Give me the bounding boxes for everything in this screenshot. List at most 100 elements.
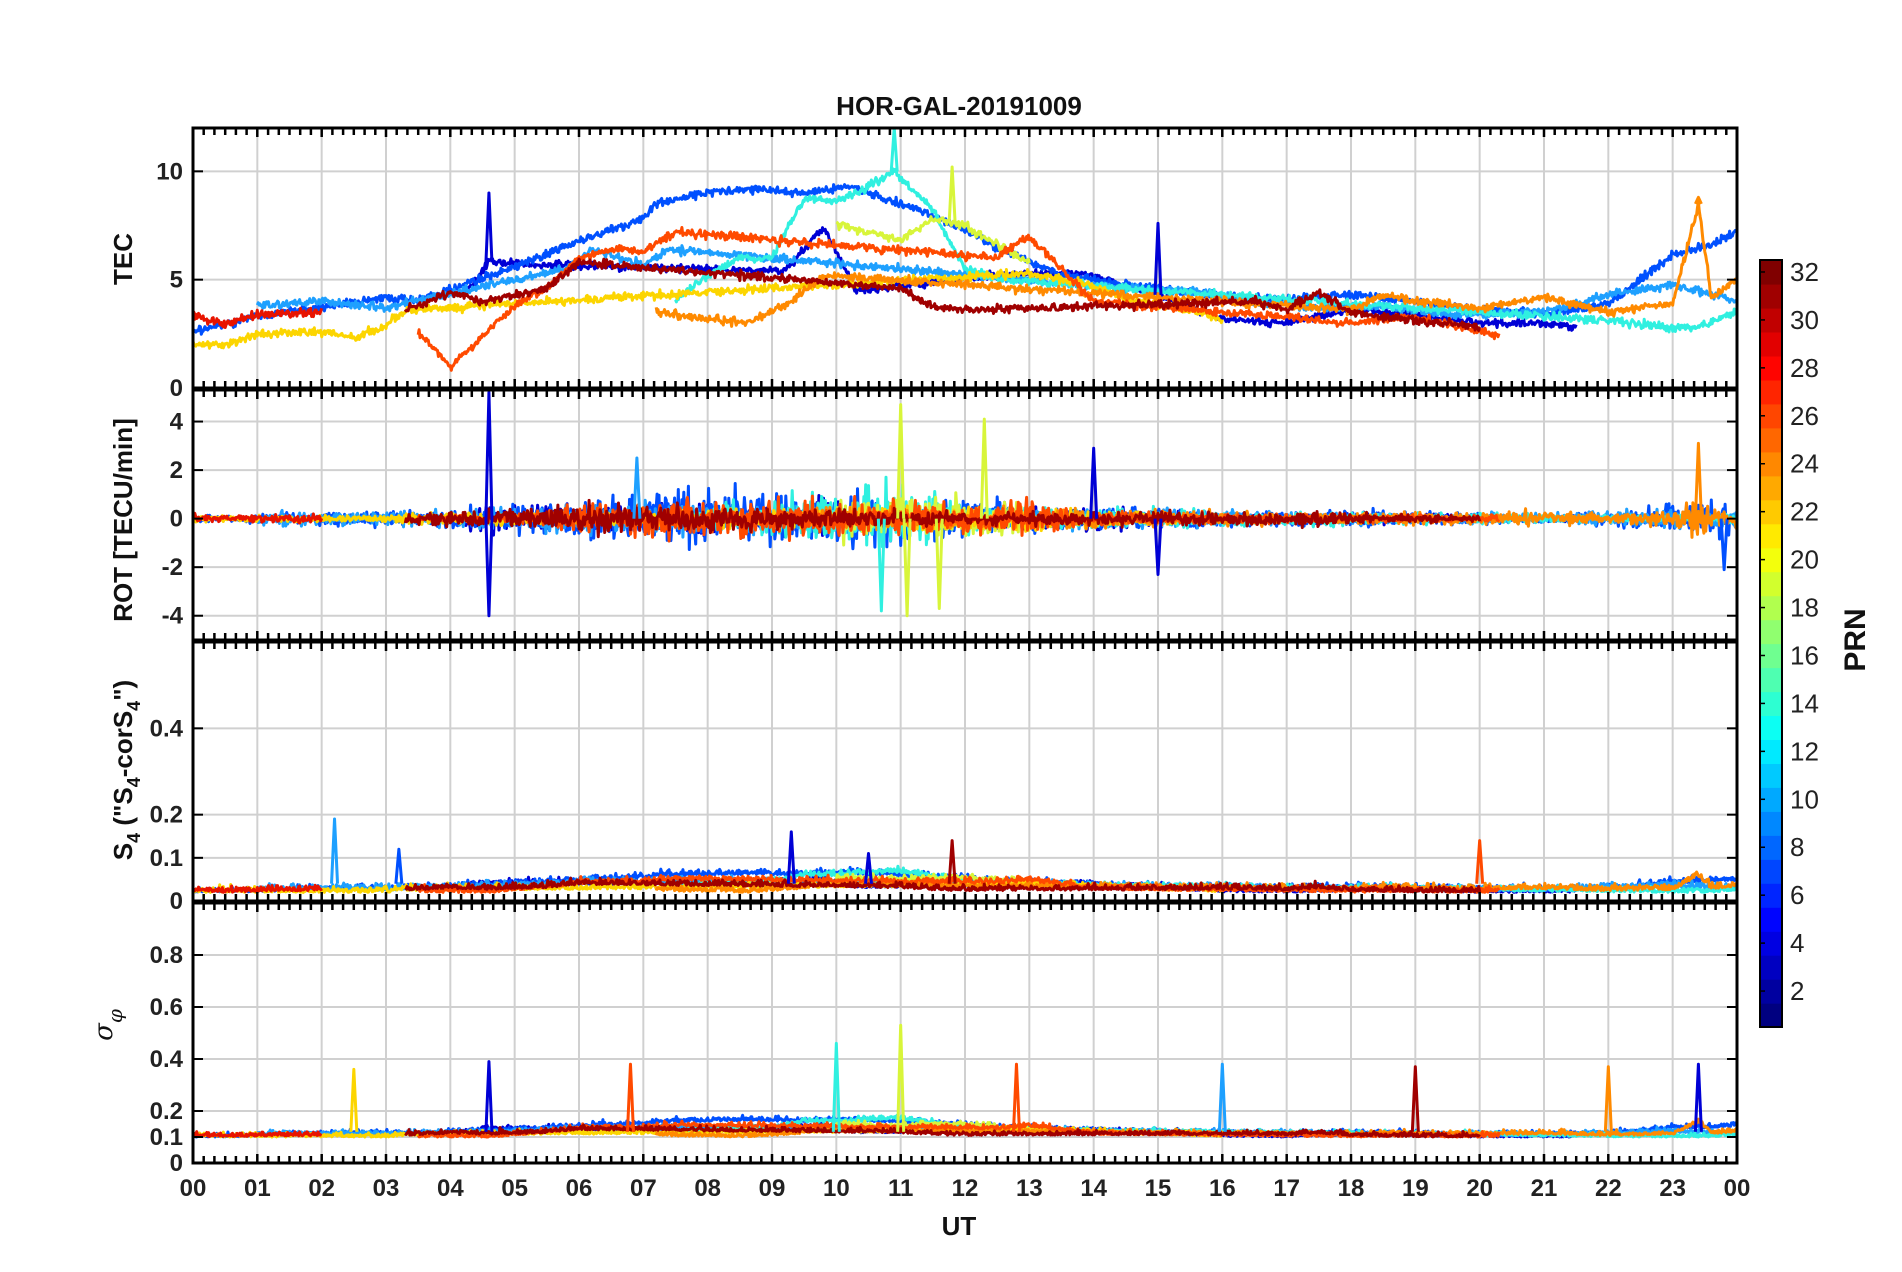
- x-tick-label: 06: [566, 1175, 593, 1202]
- colorbar-cell: [1760, 739, 1782, 764]
- y-label-sigma: σφ: [89, 1009, 127, 1041]
- colorbar-frame: [1759, 259, 1783, 1028]
- x-tick-label: 11: [888, 1175, 913, 1202]
- y-tick-label: 0.8: [150, 942, 183, 969]
- y-tick-label: 0: [170, 506, 183, 533]
- panel-tec: 0 5 10: [156, 126, 1739, 402]
- x-tick-label: 16: [1209, 1175, 1236, 1202]
- x-tick-label: 15: [1145, 1175, 1172, 1202]
- x-tick-label: 07: [630, 1175, 657, 1202]
- colorbar-tick-label: 22: [1790, 497, 1819, 527]
- y-tick-label: 0.2: [150, 1098, 183, 1125]
- colorbar-tick-label: 24: [1790, 449, 1819, 479]
- colorbar-tick-label: 12: [1790, 736, 1819, 766]
- traces-rot: [193, 390, 1737, 618]
- y-tick-label: 2: [170, 457, 183, 484]
- trace-prn-29: [193, 511, 324, 525]
- spike-prn-24: [1693, 441, 1703, 519]
- y-tick-label: 0: [170, 1150, 183, 1177]
- panel-rot: -4 -2 0 2 4: [162, 388, 1739, 642]
- colorbar-cell: [1760, 284, 1782, 309]
- spike-prn-19: [934, 518, 944, 610]
- spike-prn-9: [330, 817, 340, 884]
- spike-prn-19: [947, 165, 957, 223]
- trace-prn-24: [654, 501, 1737, 539]
- spike-prn-3: [786, 830, 796, 884]
- spike-prn-19: [979, 417, 989, 519]
- spike-prn-26: [1011, 1062, 1021, 1132]
- y-tick-label: 0: [170, 888, 183, 915]
- spike-prn-9: [632, 456, 642, 519]
- trace-prn-21: [193, 268, 1224, 350]
- y-label-rot: ROT [TECU/min]: [108, 418, 138, 622]
- colorbar-cell: [1760, 547, 1782, 573]
- colorbar-tick-label: 28: [1790, 353, 1819, 383]
- x-tick-label: 03: [373, 1175, 400, 1202]
- colorbar-cell: [1760, 859, 1782, 884]
- trace-prn-29: [193, 1130, 323, 1139]
- colorbar-cell: [1760, 931, 1782, 956]
- spike-prn-3: [484, 191, 494, 263]
- colorbar-tick-label: 10: [1790, 784, 1819, 814]
- y-tick-label: -4: [162, 603, 184, 630]
- colorbar-cell: [1760, 979, 1782, 1004]
- colorbar-tick-label: 2: [1790, 976, 1804, 1006]
- x-tick-label: 19: [1402, 1175, 1429, 1202]
- frame-rot: [191, 388, 1739, 642]
- x-tick-label: 00: [1724, 1175, 1751, 1202]
- colorbar-cell: [1760, 763, 1782, 788]
- spike-prn-19: [896, 1023, 906, 1132]
- x-tick-label: 08: [694, 1175, 721, 1202]
- spike-prn-3: [864, 852, 873, 884]
- spike-prn-3: [1153, 221, 1163, 295]
- x-tick-label: 04: [437, 1175, 464, 1202]
- colorbar-tick-label: 14: [1790, 688, 1819, 718]
- colorbar-cell: [1760, 1003, 1782, 1028]
- spike-prn-6: [1719, 518, 1729, 572]
- chart-title: HOR-GAL-20191009: [836, 91, 1082, 121]
- spike-prn-13: [831, 1041, 841, 1132]
- x-tick-label: 17: [1273, 1175, 1300, 1202]
- colorbar-cell: [1760, 595, 1782, 621]
- colorbar-cell: [1760, 811, 1782, 836]
- x-tick-label: 01: [244, 1175, 271, 1202]
- colorbar-cell: [1760, 787, 1782, 812]
- spike-prn-31: [947, 839, 957, 884]
- x-tick-label: 18: [1338, 1175, 1365, 1202]
- frame-s4: [191, 640, 1739, 903]
- colorbar-cell: [1760, 427, 1782, 453]
- colorbar-cell: [1760, 643, 1782, 669]
- colorbar-cell: [1760, 379, 1782, 405]
- trace-prn-29: [193, 883, 323, 894]
- colorbar-cell: [1760, 523, 1782, 549]
- spike-prn-3: [1693, 1062, 1703, 1132]
- colorbar-cell: [1760, 571, 1782, 597]
- colorbar-cell: [1760, 499, 1782, 525]
- y-label-s4: S4 ("S4-corS4"): [108, 680, 144, 860]
- spike-prn-3: [484, 1060, 494, 1132]
- colorbar-cell: [1760, 955, 1782, 980]
- x-tick-label: 10: [823, 1175, 850, 1202]
- y-tick-label: 0.1: [150, 1124, 183, 1151]
- colorbar-cell: [1760, 307, 1782, 333]
- trace-prn-29: [193, 306, 324, 329]
- colorbar-cell: [1760, 667, 1782, 693]
- x-tick-label: 12: [952, 1175, 979, 1202]
- colorbar-cell: [1760, 355, 1782, 381]
- y-tick-label: 0.4: [150, 1046, 184, 1073]
- colorbar-tick-label: 26: [1790, 401, 1819, 431]
- spike-prn-13: [876, 518, 886, 613]
- y-tick-label: 0.4: [150, 715, 184, 742]
- colorbar-tick-label: 16: [1790, 640, 1819, 670]
- trace-prn-13: [674, 167, 1737, 334]
- spike-prn-13: [889, 128, 899, 172]
- colorbar-cell: [1760, 835, 1782, 860]
- x-tick-label: 14: [1080, 1175, 1107, 1202]
- spike-prn-24: [1603, 1065, 1613, 1132]
- y-tick-label: 0.1: [150, 845, 183, 872]
- spike-prn-19: [902, 518, 912, 618]
- y-tick-label: 0.6: [150, 994, 183, 1021]
- x-tick-label: 22: [1595, 1175, 1622, 1202]
